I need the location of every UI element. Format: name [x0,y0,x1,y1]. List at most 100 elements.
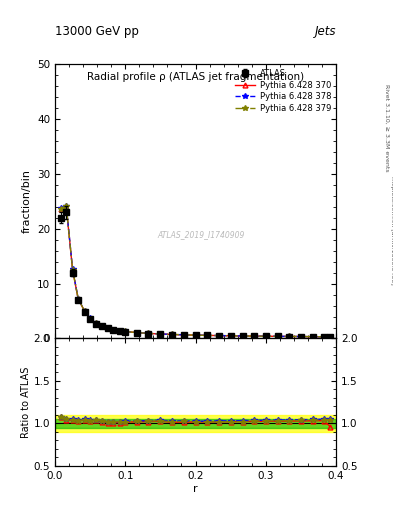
Pythia 6.428 378 [158,331,163,337]
X-axis label: r: r [193,483,198,494]
Pythia 6.428 370 [228,333,233,339]
Pythia 6.428 378 [181,332,186,338]
Pythia 6.428 379 [111,327,116,333]
Text: 13000 GeV pp: 13000 GeV pp [55,26,139,38]
Pythia 6.428 370 [76,296,81,302]
Pythia 6.428 370 [275,333,280,339]
Pythia 6.428 370 [263,333,268,339]
Pythia 6.428 378 [252,333,256,339]
Pythia 6.428 378 [299,333,303,339]
Pythia 6.428 370 [70,267,75,273]
Pythia 6.428 379 [88,315,92,322]
Pythia 6.428 378 [216,332,221,338]
Pythia 6.428 379 [58,206,63,212]
Pythia 6.428 379 [146,330,151,336]
Pythia 6.428 378 [58,205,63,211]
Pythia 6.428 379 [205,332,210,338]
Pythia 6.428 370 [170,331,175,337]
Pythia 6.428 378 [123,328,128,334]
Pythia 6.428 379 [193,332,198,338]
Pythia 6.428 378 [310,334,315,340]
Pythia 6.428 379 [240,333,245,339]
Pythia 6.428 378 [328,334,333,340]
Pythia 6.428 379 [82,308,87,314]
Pythia 6.428 370 [299,333,303,339]
Legend: ATLAS, Pythia 6.428 370, Pythia 6.428 378, Pythia 6.428 379: ATLAS, Pythia 6.428 370, Pythia 6.428 37… [231,66,334,116]
Pythia 6.428 370 [322,334,327,340]
Pythia 6.428 378 [70,266,75,272]
Text: Radial profile ρ (ATLAS jet fragmentation): Radial profile ρ (ATLAS jet fragmentatio… [87,72,304,82]
Pythia 6.428 379 [275,333,280,339]
Pythia 6.428 379 [263,333,268,339]
Pythia 6.428 379 [94,320,98,326]
Pythia 6.428 370 [135,330,140,336]
Text: ATLAS_2019_I1740909: ATLAS_2019_I1740909 [158,230,245,239]
Pythia 6.428 370 [82,308,87,314]
Pythia 6.428 378 [135,330,140,336]
Y-axis label: Ratio to ATLAS: Ratio to ATLAS [21,367,31,438]
Pythia 6.428 379 [105,325,110,331]
Pythia 6.428 370 [310,334,315,340]
Pythia 6.428 370 [64,204,69,210]
Pythia 6.428 378 [64,203,69,209]
Pythia 6.428 379 [310,334,315,340]
Pythia 6.428 379 [70,267,75,273]
Line: Pythia 6.428 370: Pythia 6.428 370 [58,204,333,339]
Pythia 6.428 370 [286,333,291,339]
Line: Pythia 6.428 379: Pythia 6.428 379 [58,203,333,339]
Pythia 6.428 378 [286,333,291,339]
Pythia 6.428 378 [263,333,268,339]
Pythia 6.428 370 [94,320,98,326]
Pythia 6.428 370 [252,333,256,339]
Text: Rivet 3.1.10, ≥ 3.3M events: Rivet 3.1.10, ≥ 3.3M events [385,84,389,172]
Pythia 6.428 378 [76,295,81,302]
Pythia 6.428 378 [240,333,245,339]
Pythia 6.428 370 [117,328,122,334]
Pythia 6.428 378 [82,308,87,314]
Pythia 6.428 379 [328,334,333,340]
Pythia 6.428 378 [111,327,116,333]
Pythia 6.428 378 [88,315,92,322]
Pythia 6.428 378 [193,332,198,338]
Pythia 6.428 379 [181,332,186,338]
Pythia 6.428 378 [275,333,280,339]
Pythia 6.428 379 [117,328,122,334]
Pythia 6.428 370 [328,334,333,340]
Pythia 6.428 378 [100,323,105,329]
Pythia 6.428 379 [158,331,163,337]
Pythia 6.428 378 [322,334,327,340]
Pythia 6.428 370 [240,333,245,339]
Pythia 6.428 378 [228,333,233,339]
Pythia 6.428 370 [123,328,128,334]
Text: mcplots.cern.ch [arXiv:1306.3436]: mcplots.cern.ch [arXiv:1306.3436] [390,176,393,285]
Pythia 6.428 370 [193,332,198,338]
Pythia 6.428 378 [117,328,122,334]
Pythia 6.428 370 [205,332,210,338]
Pythia 6.428 370 [158,331,163,337]
Text: Jets: Jets [314,26,336,38]
Pythia 6.428 379 [76,296,81,302]
Pythia 6.428 370 [216,332,221,338]
Pythia 6.428 379 [216,332,221,338]
Pythia 6.428 379 [135,330,140,336]
Pythia 6.428 378 [94,320,98,326]
Pythia 6.428 379 [322,334,327,340]
Pythia 6.428 370 [111,327,116,333]
Y-axis label: fraction/bin: fraction/bin [22,169,31,233]
Pythia 6.428 370 [181,332,186,338]
Pythia 6.428 379 [228,333,233,339]
Pythia 6.428 379 [170,331,175,337]
Pythia 6.428 379 [286,333,291,339]
Pythia 6.428 379 [252,333,256,339]
Line: Pythia 6.428 378: Pythia 6.428 378 [58,203,333,339]
Pythia 6.428 379 [123,328,128,334]
Pythia 6.428 370 [58,206,63,212]
Pythia 6.428 378 [170,331,175,337]
Pythia 6.428 370 [100,323,105,329]
Pythia 6.428 379 [299,333,303,339]
Pythia 6.428 378 [105,325,110,331]
Pythia 6.428 378 [146,330,151,336]
Pythia 6.428 379 [64,203,69,209]
Pythia 6.428 370 [146,330,151,336]
Pythia 6.428 370 [105,325,110,331]
